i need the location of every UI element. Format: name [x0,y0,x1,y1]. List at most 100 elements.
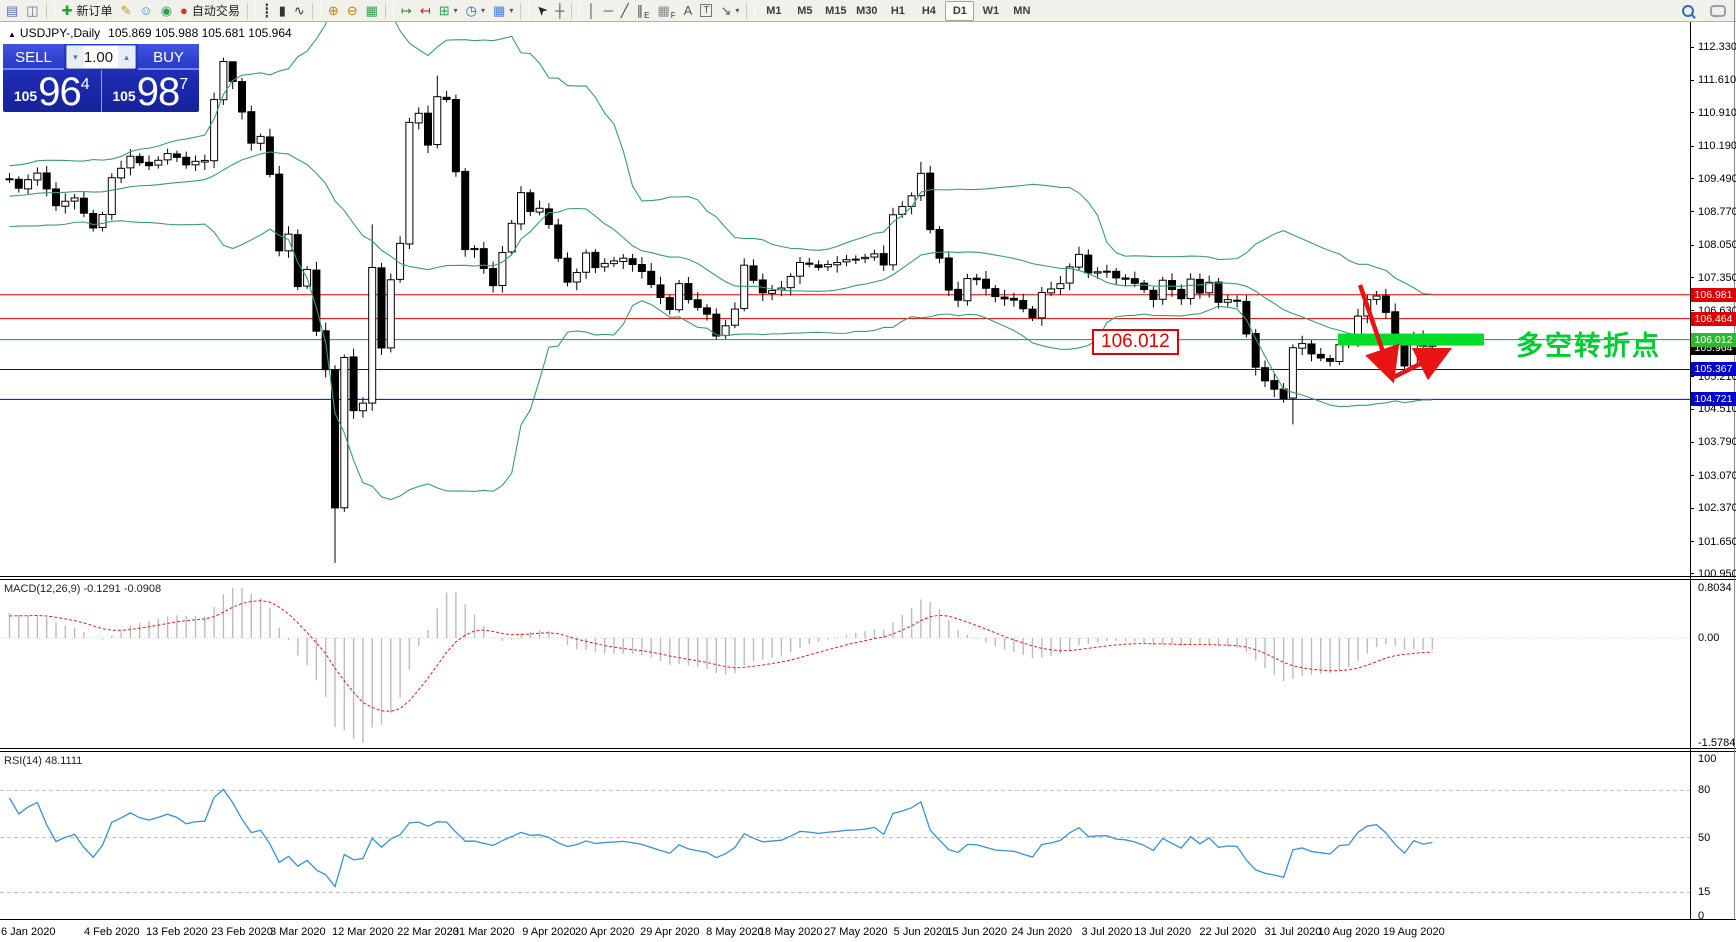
vertical-line-icon[interactable]: │ [583,0,599,21]
date-label: 31 Mar 2020 [453,926,515,938]
timeframe-m15[interactable]: M15 [821,1,850,21]
price-tick [1690,47,1694,48]
price-axis-label: 102.370 [1698,502,1736,514]
search-button[interactable] [1678,2,1698,21]
date-label: 8 May 2020 [706,926,763,938]
macd-pane[interactable] [0,580,1690,748]
fibonacci-icon[interactable]: ▦F [653,0,679,21]
price-tick [1690,573,1694,574]
price-tick [1690,178,1694,179]
price-axis-label: 109.490 [1698,173,1736,185]
market-watch-icon[interactable]: ▤ [2,0,22,21]
timeframe-h4[interactable]: H4 [914,1,943,21]
timeframe-toolbar: M1M5M15M30H1H4D1W1MN [758,0,1037,22]
price-axis-label: 100.950 [1698,568,1736,580]
autotrading-button[interactable]: ●自动交易 [176,0,244,21]
tile-windows-icon[interactable]: ▦ [362,0,382,21]
turning-point-bar[interactable] [1338,334,1484,346]
sell-price-big: 96 [38,75,81,109]
rsi-pane[interactable] [0,752,1690,919]
templates-button[interactable]: ▦▾ [489,0,517,21]
chat-icon [1710,5,1726,17]
price-axis-label: 110.910 [1698,107,1736,119]
toolbar-separator [520,3,529,19]
timeframe-m5[interactable]: M5 [790,1,819,21]
signals-icon[interactable]: ◉ [157,0,176,21]
timeframe-m30[interactable]: M30 [852,1,881,21]
volume-increase-button[interactable]: ▴ [118,46,135,68]
data-window-icon[interactable]: ◫ [22,0,42,21]
buy-price-big: 98 [137,75,180,109]
timeframe-w1[interactable]: W1 [976,1,1005,21]
date-label: 18 May 2020 [759,926,823,938]
date-label: 6 Jan 2020 [1,926,55,938]
volume-decrease-button[interactable]: ▾ [67,46,84,68]
new-order-button[interactable]: ✚新订单 [58,0,117,21]
rsi-axis-label: 15 [1698,886,1710,898]
bollinger-lower[interactable] [10,221,1433,500]
text-icon[interactable]: A [680,0,697,21]
price-axis-label: 112.330 [1698,41,1736,53]
price-tag-104.721: 104.721 [1691,392,1736,406]
line-chart-icon[interactable]: ∿ [290,0,309,21]
volume-input[interactable]: 1.00 [84,46,118,68]
candlestick-chart-icon[interactable]: ▮ [275,0,290,21]
buy-price[interactable]: 105 98 7 [102,70,200,112]
bollinger-middle[interactable] [10,152,1433,347]
price-callout-label[interactable]: 106.012 [1092,329,1179,355]
timeframe-d1[interactable]: D1 [945,1,974,21]
timeframe-mn[interactable]: MN [1007,1,1036,21]
text-label-icon[interactable]: T [696,0,716,21]
arrows-button[interactable]: ↘▾ [716,0,743,21]
rsi-line[interactable] [10,790,1433,887]
toolbar-separator [46,3,55,19]
sell-button[interactable]: SELL [3,44,64,70]
community-icon[interactable]: ☺ [135,0,156,21]
price-chart-pane[interactable] [0,22,1690,576]
toolbar: ▤◫ ✚新订单✎☺◉●自动交易 ┋▮∿ ⊕⊖▦ ↦↤⊞▾◷▾▦▾ ➤┼ │─╱∥E▦FAT↘… [0,0,1736,22]
crosshair-icon[interactable]: ┼ [551,0,568,21]
buy-button[interactable]: BUY [138,44,199,70]
price-tick [1690,508,1694,509]
timeframe-m1[interactable]: M1 [759,1,788,21]
horizontal-line-icon[interactable]: ─ [600,0,617,21]
auto-scroll-icon[interactable]: ↦ [397,0,416,21]
zoom-in-icon[interactable]: ⊕ [324,0,343,21]
toolbar-separator [571,3,580,19]
turning-point-text[interactable]: 多空转折点 [1516,324,1661,363]
rsi-axis-label: 100 [1698,753,1716,765]
macd-histogram [9,588,1433,743]
sell-price[interactable]: 105 96 4 [3,70,102,112]
price-axis-label: 103.070 [1698,470,1736,482]
equidistant-channel-icon[interactable]: ∥E [633,0,654,21]
sell-price-pip: 4 [81,76,90,94]
date-label: 4 Feb 2020 [84,926,140,938]
date-label: 13 Feb 2020 [146,926,208,938]
date-label: 13 Jul 2020 [1134,926,1191,938]
trendline-icon[interactable]: ╱ [617,0,633,21]
macd-axis-label: 0.8034 [1698,582,1732,594]
date-axis[interactable]: 6 Jan 20204 Feb 202013 Feb 202023 Feb 20… [0,919,1736,942]
application-window: ▤◫ ✚新订单✎☺◉●自动交易 ┋▮∿ ⊕⊖▦ ↦↤⊞▾◷▾▦▾ ➤┼ │─╱∥E▦FAT↘… [0,0,1736,942]
price-tag-106.464: 106.464 [1691,312,1736,326]
timeframe-h1[interactable]: H1 [883,1,912,21]
chat-button[interactable] [1708,2,1728,21]
one-click-trading-panel: SELL ▾ 1.00 ▴ BUY 105 96 4 105 98 7 [3,44,199,112]
zoom-out-icon[interactable]: ⊖ [343,0,362,21]
bar-chart-icon[interactable]: ┋ [259,0,275,21]
chart-shift-icon[interactable]: ↤ [416,0,435,21]
date-label: 24 Jun 2020 [1012,926,1073,938]
rsi-label: RSI(14) 48.1111 [4,755,82,767]
new-chart-button[interactable]: ⊞▾ [435,0,462,21]
price-axis-label: 108.770 [1698,206,1736,218]
buy-price-handle: 105 [112,88,135,104]
date-label: 27 May 2020 [824,926,888,938]
price-axis-line [1690,22,1691,920]
periods-button[interactable]: ◷▾ [462,0,489,21]
toolbar-right [1678,0,1728,22]
date-label: 31 Jul 2020 [1264,926,1321,938]
price-tick [1690,112,1694,113]
highlighter-icon[interactable]: ✎ [117,0,136,21]
price-tag-106.981: 106.981 [1691,288,1736,302]
cursor-icon[interactable]: ➤ [532,0,551,21]
